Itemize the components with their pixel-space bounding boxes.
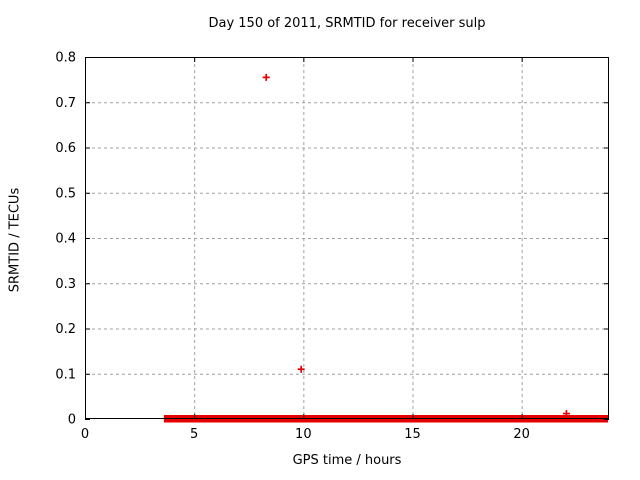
x-tick-label: 0 xyxy=(81,427,89,442)
chart-title: Day 150 of 2011, SRMTID for receiver sul… xyxy=(208,16,486,31)
x-tick-label: 10 xyxy=(295,427,312,442)
y-tick-label: 0.6 xyxy=(55,141,76,156)
x-axis-label: GPS time / hours xyxy=(292,453,402,468)
y-tick-label: 0.5 xyxy=(55,186,76,201)
y-tick-label: 0.3 xyxy=(55,277,76,292)
y-tick-label: 0 xyxy=(68,413,76,428)
x-tick-label: 20 xyxy=(513,427,530,442)
y-tick-label: 0.4 xyxy=(55,232,76,247)
y-tick-label: 0.7 xyxy=(55,96,76,111)
x-tick-label: 5 xyxy=(190,427,198,442)
y-tick-label: 0.2 xyxy=(55,322,76,337)
y-tick-label: 0.8 xyxy=(55,51,76,66)
y-tick-label: 0.1 xyxy=(55,367,76,382)
x-tick-label: 15 xyxy=(404,427,421,442)
